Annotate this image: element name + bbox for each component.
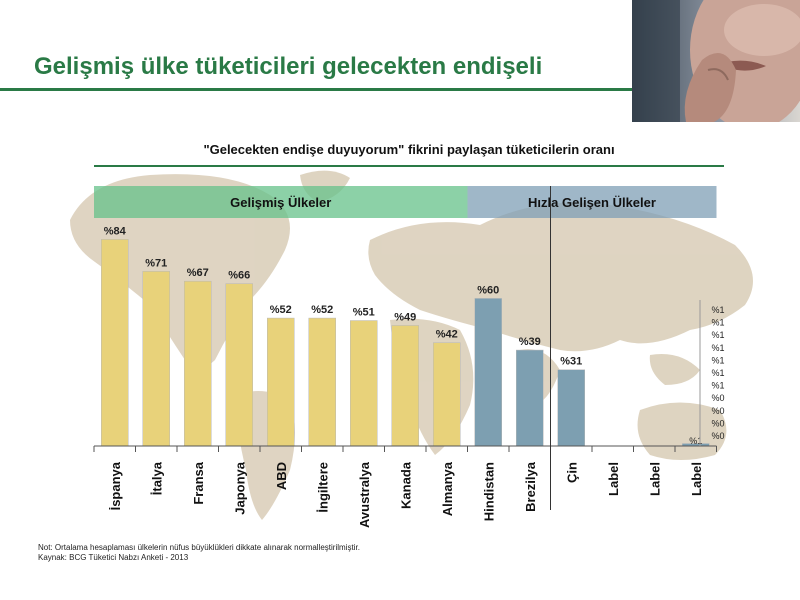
- secondary-tick-label-1: %1: [711, 305, 724, 315]
- group-band-2: [467, 186, 717, 218]
- bar-5: [267, 317, 295, 447]
- secondary-tick-label-10: %0: [711, 418, 724, 428]
- data-label-3: %67: [187, 267, 209, 279]
- bar-7: [350, 320, 378, 447]
- bar-2: [142, 271, 170, 447]
- category-label-6: İngiltere: [315, 462, 330, 513]
- data-label-4: %66: [228, 270, 250, 282]
- group-label-2: Hızla Gelişen Ülkeler: [528, 195, 656, 210]
- secondary-tick-label-11: %0: [711, 431, 724, 441]
- bar-6: [308, 317, 336, 447]
- secondary-tick-label-7: %1: [711, 381, 724, 391]
- bar-11: [516, 349, 544, 447]
- category-label-7: Avustralya: [357, 461, 372, 528]
- category-label-1: İspanya: [108, 461, 123, 510]
- category-label-13: Label: [606, 462, 621, 496]
- category-label-14: Label: [647, 462, 662, 496]
- category-label-3: Fransa: [191, 461, 206, 504]
- data-label-15: %1: [689, 436, 702, 446]
- data-label-12: %31: [560, 356, 582, 368]
- map-landmass-7: [649, 354, 700, 385]
- secondary-tick-label-2: %1: [711, 318, 724, 328]
- chart-title-underline: [94, 165, 724, 167]
- data-label-1: %84: [104, 225, 127, 237]
- category-label-12: Çin: [564, 462, 579, 483]
- category-label-10: Hindistan: [481, 462, 496, 521]
- secondary-tick-label-3: %1: [711, 330, 724, 340]
- footnote-source: Kaynak: BCG Tüketici Nabzı Anketi - 2013: [38, 553, 189, 562]
- bar-12: [557, 369, 585, 447]
- secondary-tick-label-5: %1: [711, 355, 724, 365]
- data-label-8: %49: [394, 311, 416, 323]
- secondary-tick-label-6: %1: [711, 368, 724, 378]
- category-label-2: İtalya: [149, 461, 164, 495]
- secondary-tick-label-8: %0: [711, 393, 724, 403]
- bar-8: [391, 325, 419, 447]
- data-label-10: %60: [477, 284, 499, 296]
- category-label-5: ABD: [274, 462, 289, 490]
- category-label-15: Label: [689, 462, 704, 496]
- bar-10: [474, 298, 502, 447]
- data-label-2: %71: [145, 257, 167, 269]
- chart-title: "Gelecekten endişe duyuyorum" fikrini pa…: [203, 142, 615, 157]
- bar-4: [225, 283, 253, 447]
- page-title: Gelişmiş ülke tüketicileri gelecekten en…: [34, 53, 543, 80]
- category-label-8: Kanada: [398, 461, 413, 509]
- secondary-tick-label-9: %0: [711, 406, 724, 416]
- bar-1: [101, 239, 129, 447]
- category-label-11: Brezilya: [523, 461, 538, 512]
- category-label-9: Almanya: [440, 461, 455, 516]
- footnote-note: Not: Ortalama hesaplaması ülkelerin nüfu…: [38, 543, 360, 552]
- category-label-4: Japonya: [232, 461, 247, 515]
- secondary-tick-label-4: %1: [711, 343, 724, 353]
- data-label-6: %52: [311, 304, 333, 316]
- data-label-7: %51: [353, 307, 375, 319]
- bar-9: [433, 342, 461, 447]
- map-landmass-4: [368, 202, 753, 352]
- group-label-1: Gelişmiş Ülkeler: [230, 195, 331, 210]
- data-label-11: %39: [519, 336, 541, 348]
- bar-3: [184, 280, 212, 447]
- group-band-1: [94, 186, 468, 218]
- title-underline: [0, 88, 640, 91]
- data-label-5: %52: [270, 304, 292, 316]
- data-label-9: %42: [436, 329, 458, 341]
- header-photo: [632, 0, 800, 122]
